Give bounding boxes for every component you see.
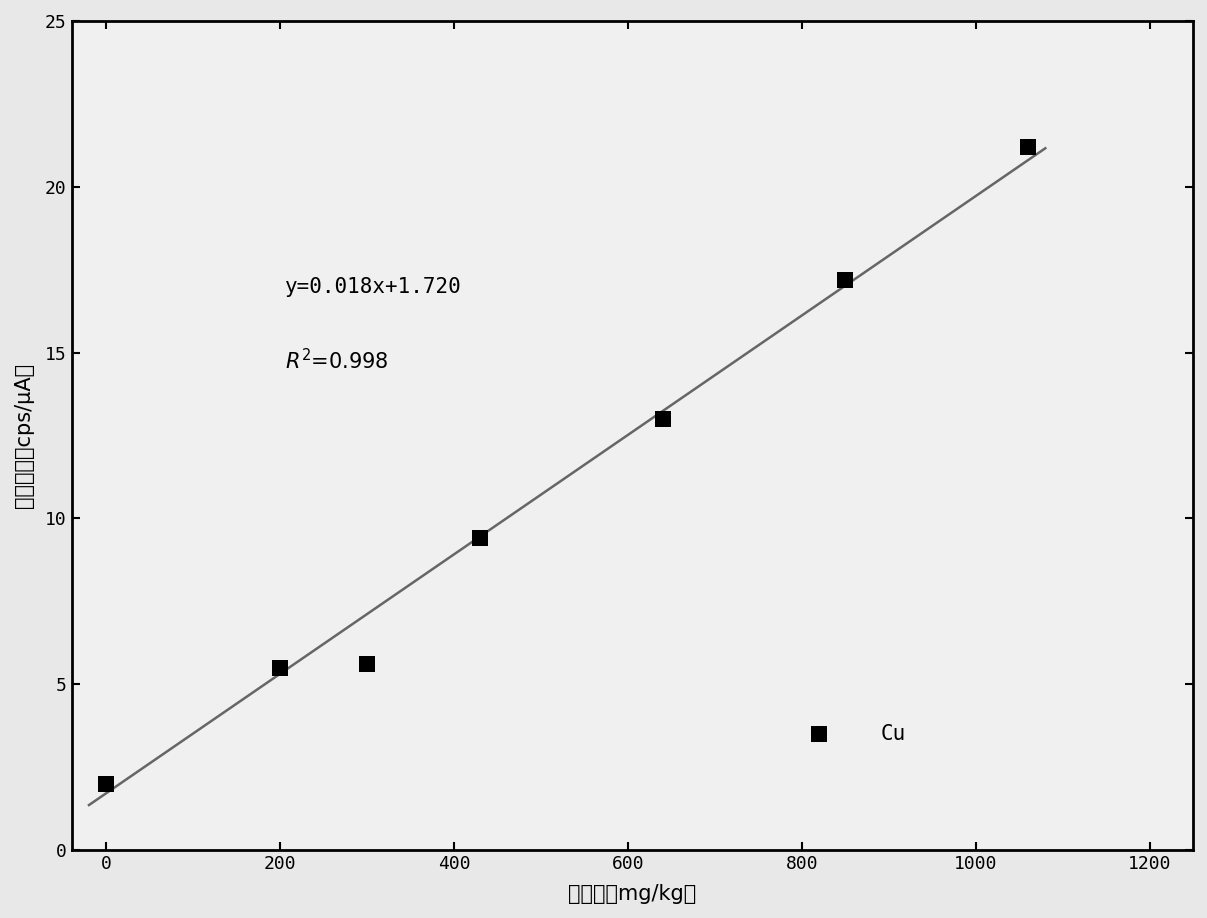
Text: $R^2$=0.998: $R^2$=0.998 [285, 348, 389, 374]
Y-axis label: 測試強度（cps/μA）: 測試強度（cps/μA） [14, 363, 34, 508]
Text: Cu: Cu [880, 724, 905, 744]
Text: y=0.018x+1.720: y=0.018x+1.720 [285, 277, 461, 297]
Point [97, 777, 116, 791]
X-axis label: 理化値（mg/kg）: 理化値（mg/kg） [568, 884, 696, 904]
Point [270, 660, 290, 675]
Point [835, 273, 855, 287]
Point [1019, 140, 1038, 154]
Point [471, 531, 490, 545]
Point [357, 657, 377, 672]
Point [810, 727, 829, 742]
Point [653, 411, 672, 426]
